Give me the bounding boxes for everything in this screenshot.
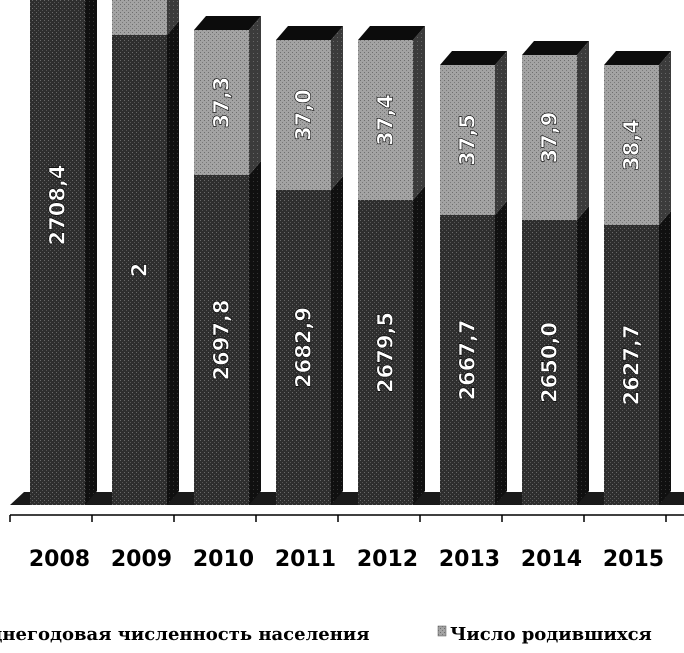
x-tick-label-2008: 2008 xyxy=(29,547,90,572)
data-label-population-2009: 2 xyxy=(128,263,152,278)
bar-births-side-2014 xyxy=(577,41,589,220)
x-tick-label-2009: 2009 xyxy=(111,547,172,572)
x-tick-label-2013: 2013 xyxy=(439,547,500,572)
bar-births-2010 xyxy=(194,30,249,175)
bar-population-2008 xyxy=(30,0,85,505)
x-tick-label-2014: 2014 xyxy=(521,547,582,572)
bars: 2708,435,2236,02697,837,32682,937,02679,… xyxy=(30,0,671,505)
bar-top-face-2013 xyxy=(440,51,507,65)
bar-population-2013 xyxy=(440,215,495,505)
bar-top-face-2011 xyxy=(276,26,343,40)
bar-population-2015 xyxy=(604,225,659,505)
bar-births-2009 xyxy=(112,0,167,35)
bar-top-face-2010 xyxy=(194,16,261,30)
bar-births-2012 xyxy=(358,40,413,200)
x-tick-label-2010: 2010 xyxy=(193,547,254,572)
x-axis-tick-labels: 2008 2009 2010 2011 2012 2013 2014 2015 xyxy=(29,547,664,572)
bar-births-2015 xyxy=(604,65,659,225)
x-tick-label-2012: 2012 xyxy=(357,547,418,572)
legend-label-births: Число родившихся xyxy=(450,624,652,645)
data-label-births-2011: 37,0 xyxy=(292,89,316,141)
bar-population-side-2014 xyxy=(577,206,589,505)
data-label-population-2012: 2679,5 xyxy=(374,312,398,393)
bar-population-2010 xyxy=(194,175,249,505)
bar-births-side-2013 xyxy=(495,51,507,215)
bar-births-side-2009 xyxy=(167,0,179,35)
bar-births-2014 xyxy=(522,55,577,220)
data-label-births-2012: 37,4 xyxy=(374,94,398,146)
bar-births-2013 xyxy=(440,65,495,215)
legend-swatch-births xyxy=(437,625,447,637)
data-label-births-2010: 37,3 xyxy=(210,77,234,129)
bar-population-2011 xyxy=(276,190,331,505)
legend-label-population: Среднегодовая численность населения xyxy=(0,624,370,645)
x-axis-ticks xyxy=(9,515,667,522)
bar-population-2014 xyxy=(522,220,577,505)
bar-population-side-2013 xyxy=(495,201,507,505)
bar-population-side-2010 xyxy=(249,161,261,505)
bar-top-face-2014 xyxy=(522,41,589,55)
bar-population-side-2009 xyxy=(167,21,179,505)
bar-births-side-2012 xyxy=(413,26,425,200)
bar-population-2009 xyxy=(112,35,167,505)
data-label-population-2010: 2697,8 xyxy=(210,299,234,380)
bar-population-side-2011 xyxy=(331,176,343,505)
data-label-population-2008: 2708,4 xyxy=(46,164,70,245)
data-label-population-2011: 2682,9 xyxy=(292,307,316,388)
data-label-births-2013: 37,5 xyxy=(456,114,480,166)
bar-births-side-2010 xyxy=(249,16,261,175)
bar-top-face-2015 xyxy=(604,51,671,65)
data-label-population-2014: 2650,0 xyxy=(538,322,562,403)
x-tick-label-2015: 2015 xyxy=(603,547,664,572)
x-tick-label-2011: 2011 xyxy=(275,547,336,572)
data-label-births-2015: 38,4 xyxy=(620,119,644,171)
bar-births-2011 xyxy=(276,40,331,190)
chart-floor xyxy=(10,492,684,505)
bar-population-side-2008 xyxy=(85,0,97,505)
legend: Среднегодовая численность населения Числ… xyxy=(0,624,652,645)
bar-population-2012 xyxy=(358,200,413,505)
bar-top-face-2012 xyxy=(358,26,425,40)
bar-population-side-2012 xyxy=(413,186,425,505)
data-label-population-2015: 2627,7 xyxy=(620,324,644,405)
bar-population-side-2015 xyxy=(659,211,671,505)
data-label-births-2014: 37,9 xyxy=(538,112,562,164)
data-label-population-2013: 2667,7 xyxy=(456,319,480,400)
bar-births-side-2015 xyxy=(659,51,671,225)
bar-births-side-2011 xyxy=(331,26,343,190)
